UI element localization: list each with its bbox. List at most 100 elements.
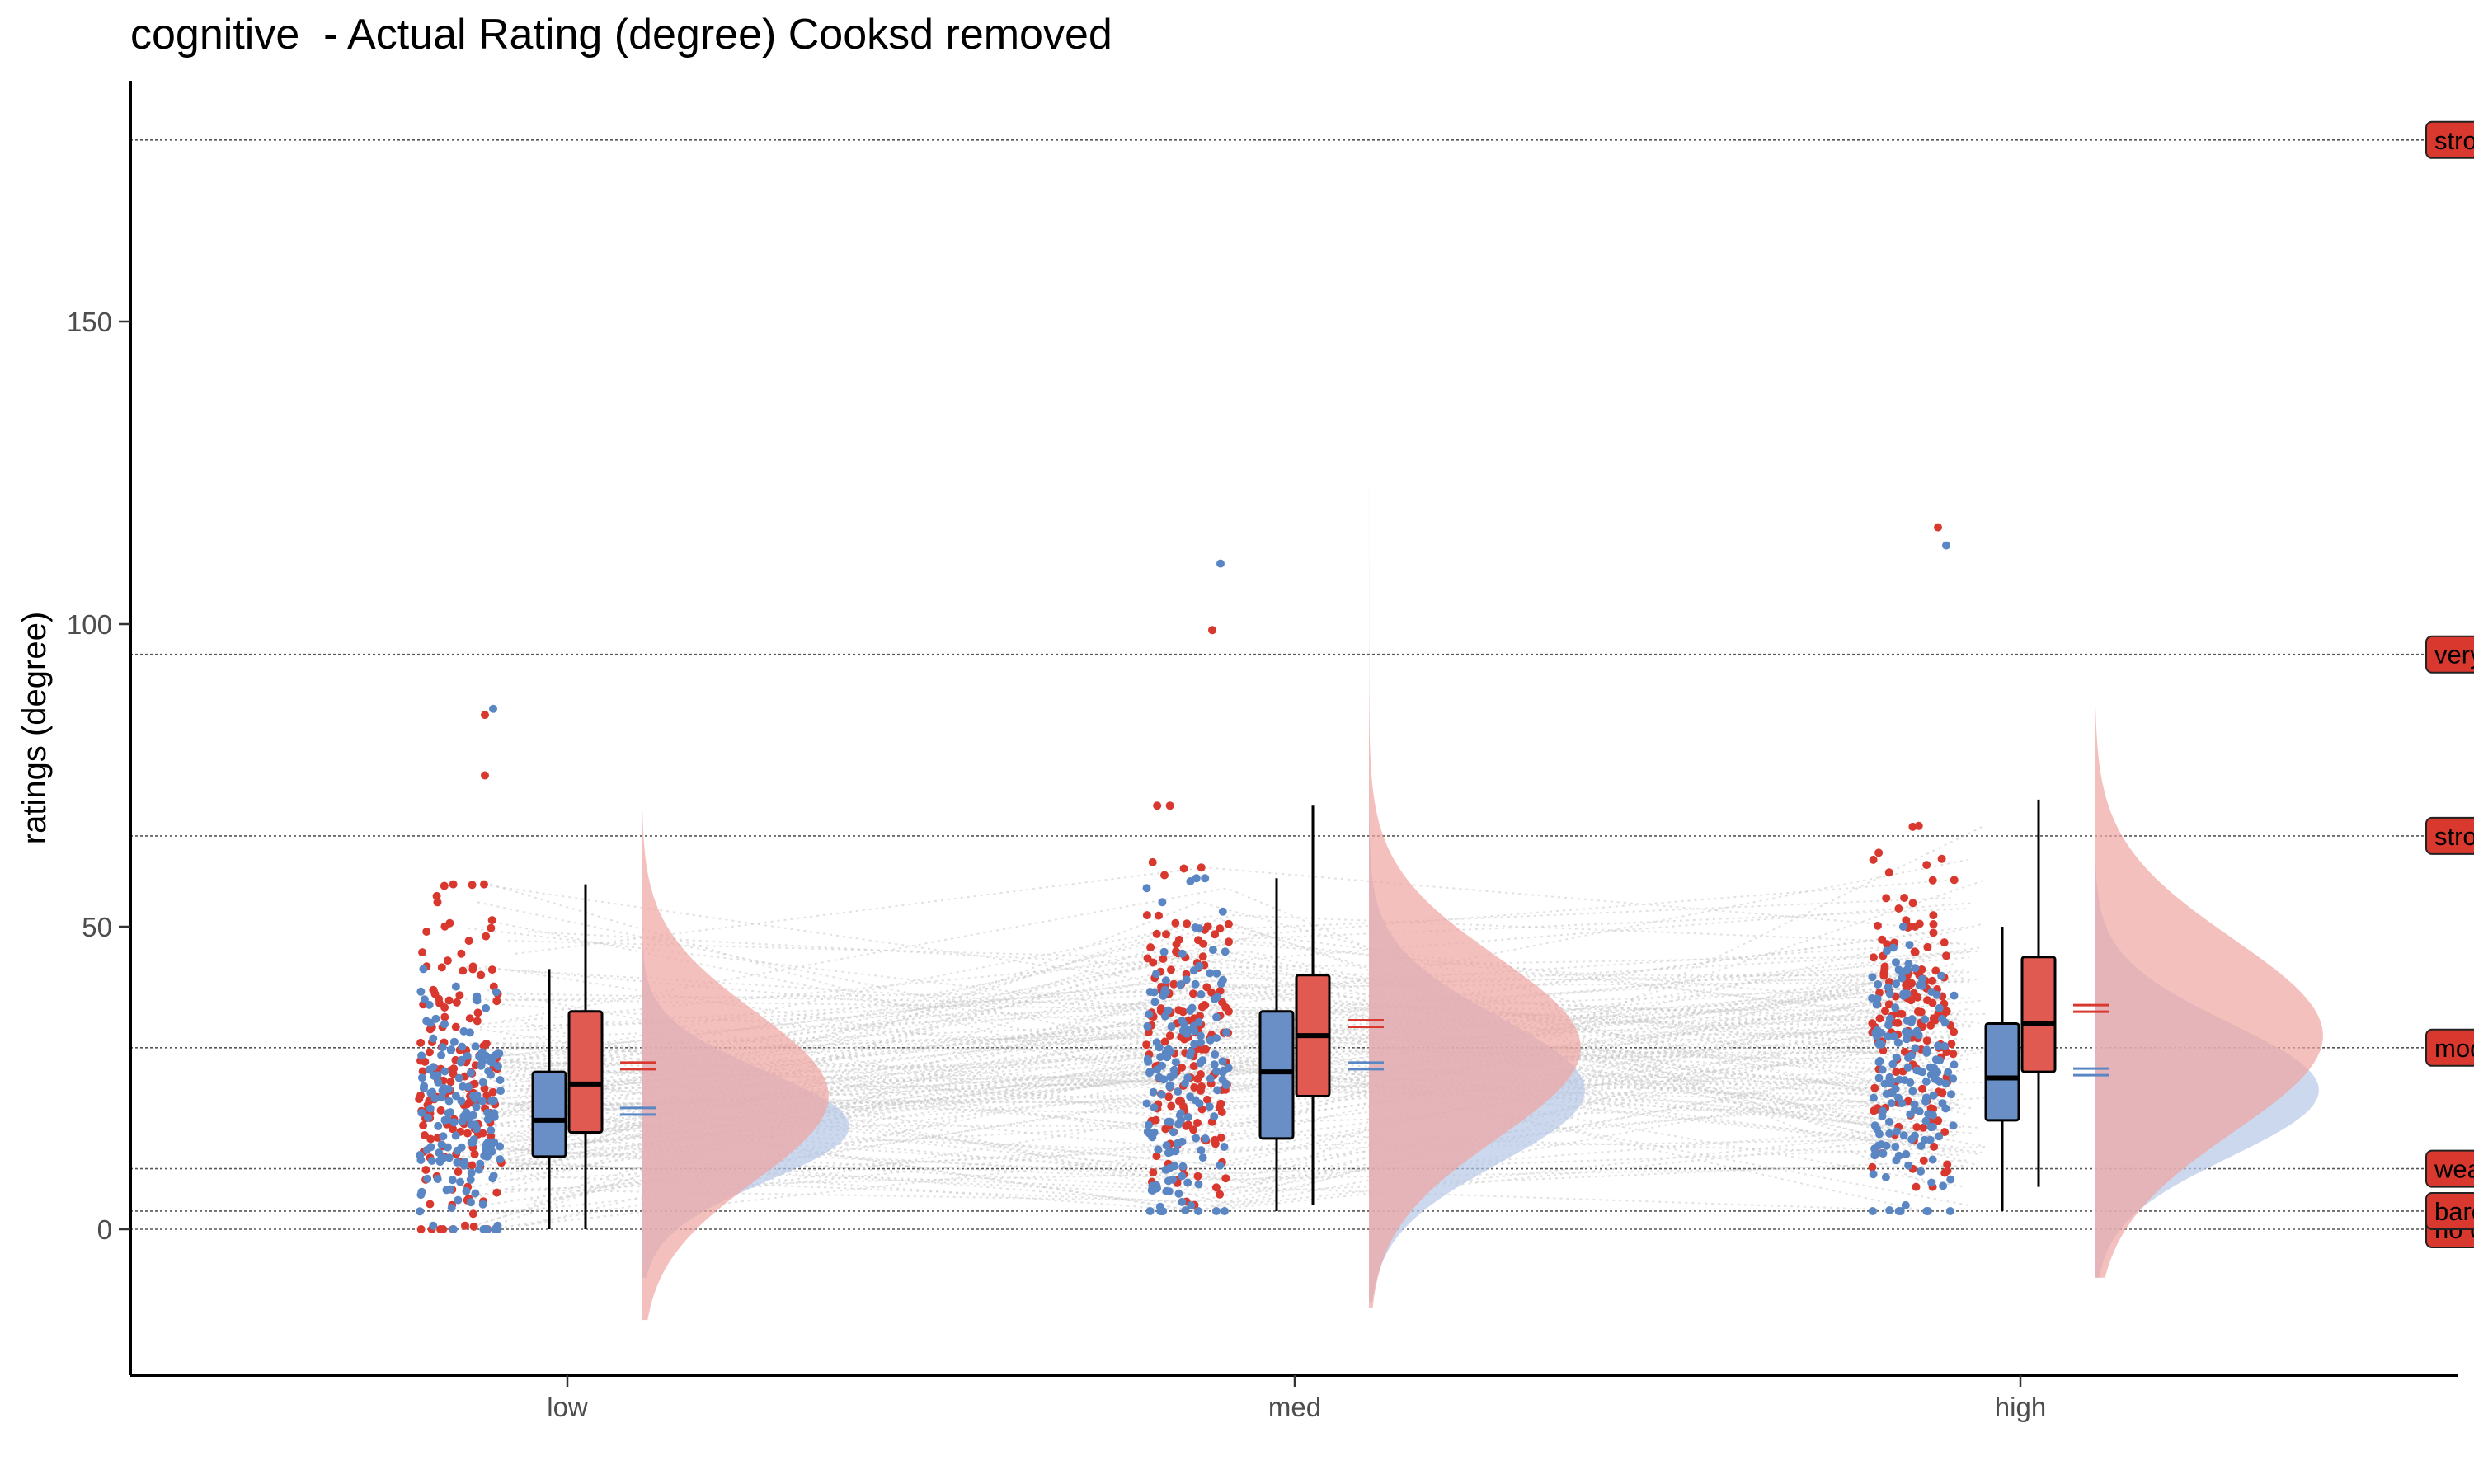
data-point (1163, 1053, 1172, 1062)
data-point (1191, 979, 1200, 989)
data-point (1931, 966, 1940, 975)
data-point (1892, 958, 1900, 967)
data-point (1921, 1116, 1931, 1125)
data-point (1193, 1119, 1202, 1127)
data-point (1912, 1066, 1921, 1075)
data-point (1165, 801, 1174, 810)
data-point (433, 1071, 442, 1080)
connector-line (494, 973, 1930, 1058)
data-point (1165, 1031, 1174, 1040)
data-point (1144, 1057, 1153, 1066)
data-point (487, 965, 496, 974)
data-point (1213, 1086, 1222, 1095)
data-point (469, 1135, 478, 1144)
data-point (1208, 626, 1216, 635)
data-point (439, 1153, 448, 1162)
data-point (1171, 918, 1180, 928)
data-point (1930, 1064, 1939, 1073)
connector-line (486, 879, 1954, 1155)
data-point (469, 1222, 478, 1231)
data-point (487, 916, 496, 925)
data-point (1934, 1116, 1943, 1125)
data-point (1159, 955, 1168, 963)
data-point (1927, 988, 1936, 997)
data-point (1934, 1041, 1943, 1050)
data-point (438, 1043, 447, 1052)
data-point (1183, 919, 1192, 928)
data-point (1197, 1038, 1205, 1047)
data-point (459, 966, 468, 975)
reference-label-text: very st (2434, 641, 2474, 669)
data-point (1201, 1134, 1210, 1143)
data-point (468, 1092, 477, 1101)
data-point (1928, 1122, 1937, 1131)
data-point (1950, 1060, 1959, 1069)
data-point (1884, 1032, 1893, 1041)
data-point (431, 1014, 440, 1023)
data-point (470, 1150, 479, 1158)
data-point (1183, 1113, 1192, 1121)
data-point (1211, 1207, 1221, 1215)
y-tick-label: 150 (67, 307, 112, 337)
data-point (470, 1079, 479, 1088)
data-point (1142, 1040, 1151, 1050)
reference-label-text: weak (2434, 1155, 2474, 1184)
data-point (1221, 947, 1230, 956)
axes: ratings (degree) (16, 81, 2458, 1377)
data-point (449, 1037, 459, 1046)
data-point (492, 1188, 501, 1197)
data-point (1903, 989, 1912, 998)
data-point (433, 898, 442, 907)
data-point (1869, 953, 1878, 962)
data-point (496, 1155, 505, 1164)
data-point (1950, 1027, 1959, 1036)
data-point (1884, 1000, 1893, 1009)
data-point (1891, 1003, 1900, 1012)
data-point (1160, 985, 1169, 994)
data-point (1891, 1084, 1900, 1093)
data-point (471, 1189, 480, 1198)
data-point (1885, 1014, 1894, 1023)
data-point (1872, 1000, 1881, 1009)
box-body (1984, 1021, 2020, 1122)
data-point (1950, 991, 1959, 1000)
data-point (1904, 1161, 1913, 1170)
data-point (483, 1115, 492, 1124)
data-point (1211, 1067, 1221, 1076)
data-point (428, 1087, 437, 1097)
data-point (1929, 920, 1938, 928)
data-point (1900, 894, 1909, 902)
data-point (472, 1102, 481, 1111)
data-point (496, 1076, 505, 1084)
data-point (1898, 1009, 1907, 1018)
data-point (482, 932, 491, 941)
data-point (1902, 1150, 1911, 1158)
data-point (1152, 1152, 1161, 1161)
data-point (1917, 1142, 1926, 1150)
data-point (1927, 1178, 1936, 1187)
data-point (440, 922, 449, 931)
data-point (1165, 1081, 1174, 1090)
data-point (1934, 523, 1942, 532)
data-point (1164, 1187, 1174, 1196)
data-point (437, 1050, 446, 1059)
data-point (417, 1051, 426, 1060)
data-point (482, 1091, 492, 1100)
data-point (1215, 1103, 1224, 1112)
data-point (1885, 1206, 1894, 1214)
data-point (1892, 1127, 1901, 1136)
data-point (480, 880, 488, 889)
data-point (426, 1143, 435, 1152)
data-point (429, 985, 438, 994)
data-point (1189, 1125, 1198, 1134)
data-point (1894, 904, 1903, 913)
data-point (1178, 949, 1187, 958)
data-point (1879, 1106, 1888, 1115)
data-point (1877, 1140, 1886, 1149)
data-point (1892, 979, 1901, 989)
data-point (474, 1165, 483, 1174)
data-point (465, 1014, 474, 1023)
data-point (479, 1041, 488, 1050)
data-point (1903, 1097, 1912, 1106)
data-point (444, 1143, 452, 1152)
